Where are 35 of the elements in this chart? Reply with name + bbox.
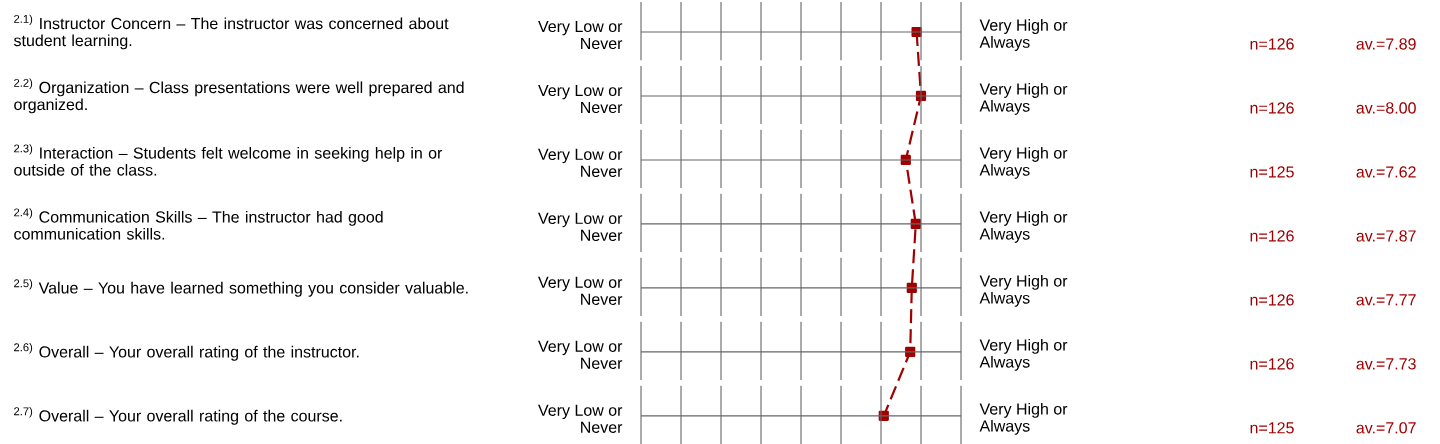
text: n=126 (1250, 102, 1294, 114)
text: n=126 (1250, 38, 1294, 50)
data-label: av.=7.87 (1356, 230, 1416, 242)
text: Very Low or Never (538, 148, 623, 178)
text: Very High or Always (979, 274, 1068, 307)
text: n=125 (1250, 422, 1294, 434)
text: Very High or Always (979, 338, 1068, 371)
text: Very Low or Never (538, 404, 623, 433)
text: n=126 (1250, 230, 1294, 242)
y-tick-label: $^{2.2)}$ Organization – Class presentations were well prepared and organized. (14, 78, 464, 114)
text: n=126 (1250, 358, 1294, 370)
text: Very High or Always (979, 19, 1068, 51)
text: Very High or Always (979, 402, 1068, 435)
text: Very Low or Never (538, 84, 623, 114)
text: Very Low or Never (538, 276, 623, 305)
text: Very Low or Never (538, 340, 623, 369)
y-tick-label: $^{2.7)}$ Overall – Your overall rating of the course. (14, 407, 342, 425)
data-label: av.=7.07 (1356, 422, 1416, 434)
text: Very High or Always (979, 210, 1068, 243)
y-tick-label: $^{2.4)}$ Communication Skills – The instructor had good communication skills. (14, 208, 383, 240)
text: n=125 (1250, 166, 1294, 178)
text: Very High or Always (979, 146, 1068, 179)
y-tick-label: $^{2.1)}$ Instructor Concern – The instructor was concerned about student learning. (13, 14, 449, 50)
y-tick-label: $^{2.5)}$ Value – You have learned something you consider valuable. (14, 279, 468, 297)
text: Very Low or Never (538, 20, 623, 50)
text: Very High or Always (979, 83, 1068, 115)
data-label: av.=8.00 (1356, 102, 1416, 114)
data-label: av.=7.73 (1356, 358, 1416, 370)
text: n=126 (1250, 294, 1294, 306)
data-label: av.=7.89 (1356, 38, 1416, 50)
y-tick-label: $^{2.6)}$ Overall – Your overall rating of the instructor. (14, 343, 359, 361)
text: Very Low or Never (538, 212, 623, 241)
data-label: av.=7.62 (1356, 166, 1416, 178)
y-tick-label: $^{2.3)}$ Interaction – Students felt welcome in seeking help in or outside of the class. (14, 144, 443, 176)
data-label: av.=7.77 (1356, 294, 1416, 306)
